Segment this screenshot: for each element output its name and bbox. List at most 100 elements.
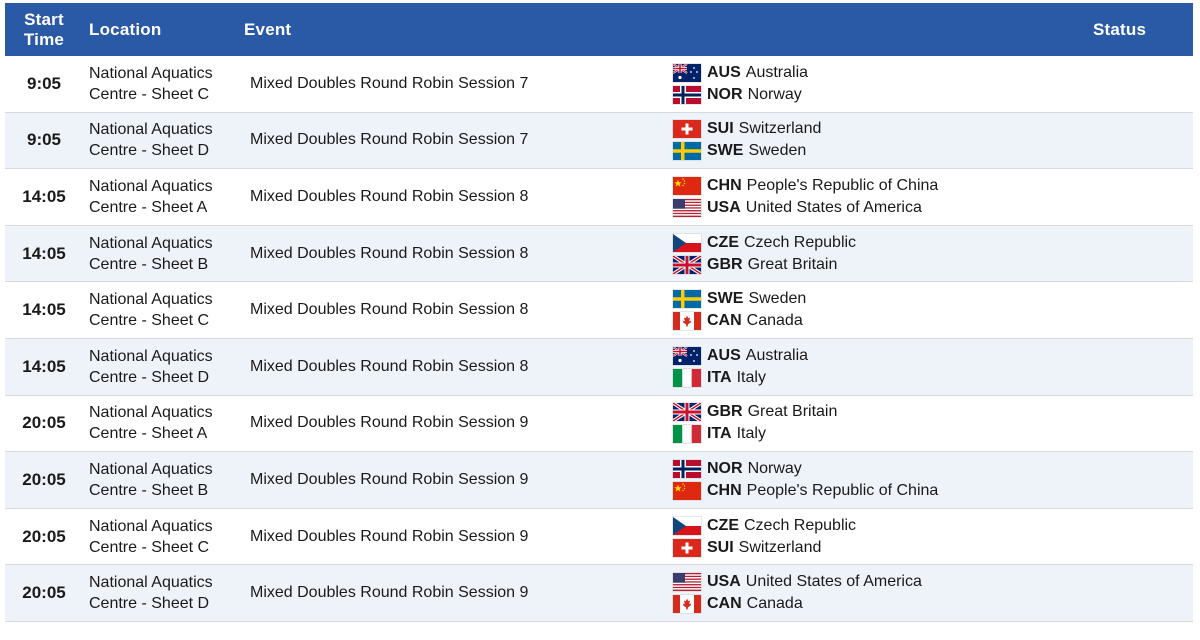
location-line-1: National Aquatics (89, 234, 213, 252)
table-row[interactable]: 14:05 National Aquatics Centre - Sheet B Mi… (5, 225, 1193, 283)
location-cell: National Aquatics Centre - Sheet A (83, 176, 239, 218)
location-cell: National Aquatics Centre - Sheet C (83, 289, 239, 331)
ita-flag-icon (673, 425, 701, 444)
team-code: ITA (707, 425, 732, 443)
teams-cell: NOR Norway CHN People's Republic of China (659, 458, 1093, 502)
sui-flag-icon (673, 120, 701, 139)
team-entry[interactable]: GBR Great Britain (673, 401, 1093, 423)
gbr-flag-icon (673, 255, 701, 274)
event-name[interactable]: Mixed Doubles Round Robin Session 8 (250, 244, 529, 262)
table-row[interactable]: 9:05 National Aquatics Centre - Sheet D Mix… (5, 112, 1193, 170)
can-flag-icon (673, 595, 701, 614)
teams-cell: CHN People's Republic of China USA United S… (659, 175, 1093, 219)
start-time: 14:05 (22, 356, 66, 376)
team-entry[interactable]: SWE Sweden (673, 140, 1093, 162)
team-entry[interactable]: NOR Norway (673, 84, 1093, 106)
swe-flag-icon (673, 142, 701, 161)
swe-flag-icon (673, 290, 701, 309)
location-line-1: National Aquatics (89, 460, 213, 478)
team-entry[interactable]: USA United States of America (673, 571, 1093, 593)
location-cell: National Aquatics Centre - Sheet D (83, 119, 239, 161)
team-name: Sweden (748, 142, 807, 160)
start-time: 14:05 (22, 243, 66, 263)
table-header: Start Time Location Event Status (5, 3, 1193, 56)
team-name: People's Republic of China (746, 481, 939, 499)
team-entry[interactable]: AUS Australia (673, 62, 1093, 84)
location-line-2: Centre - Sheet B (89, 481, 209, 499)
team-code: USA (707, 198, 741, 216)
ita-flag-icon (673, 368, 701, 387)
team-entry[interactable]: AUS Australia (673, 345, 1093, 367)
team-code: SWE (707, 290, 744, 308)
team-code: CAN (707, 595, 742, 613)
location-cell: National Aquatics Centre - Sheet B (83, 459, 239, 501)
team-entry[interactable]: CHN People's Republic of China (673, 175, 1093, 197)
chn-flag-icon (673, 481, 701, 500)
team-entry[interactable]: USA United States of America (673, 197, 1093, 219)
team-code: NOR (707, 85, 743, 103)
team-entry[interactable]: ITA Italy (673, 423, 1093, 445)
team-code: GBR (707, 255, 743, 273)
header-location[interactable]: Location (89, 19, 162, 39)
teams-cell: AUS Australia NOR Norway (659, 62, 1093, 106)
team-code: USA (707, 573, 741, 591)
location-cell: National Aquatics Centre - Sheet B (83, 233, 239, 275)
location-line-1: National Aquatics (89, 177, 213, 195)
table-row[interactable]: 20:05 National Aquatics Centre - Sheet B Mi… (5, 452, 1193, 509)
location-line-1: National Aquatics (89, 291, 213, 309)
team-entry[interactable]: CAN Canada (673, 310, 1093, 332)
location-line-2: Centre - Sheet B (89, 255, 209, 273)
table-row[interactable]: 14:05 National Aquatics Centre - Sheet D Mi… (5, 338, 1193, 396)
event-name[interactable]: Mixed Doubles Round Robin Session 9 (250, 470, 529, 488)
team-name: United States of America (745, 198, 922, 216)
team-entry[interactable]: GBR Great Britain (673, 254, 1093, 276)
header-event[interactable]: Event (244, 19, 292, 39)
location-cell: National Aquatics Centre - Sheet A (83, 402, 239, 444)
location-cell: National Aquatics Centre - Sheet D (83, 346, 239, 388)
event-name[interactable]: Mixed Doubles Round Robin Session 7 (250, 131, 529, 149)
event-name[interactable]: Mixed Doubles Round Robin Session 8 (250, 187, 529, 205)
event-name[interactable]: Mixed Doubles Round Robin Session 7 (250, 74, 529, 92)
event-name[interactable]: Mixed Doubles Round Robin Session 9 (250, 414, 529, 432)
event-name[interactable]: Mixed Doubles Round Robin Session 8 (250, 357, 529, 375)
team-name: Australia (745, 346, 809, 364)
location-line-2: Centre - Sheet C (89, 538, 210, 556)
team-entry[interactable]: CHN People's Republic of China (673, 480, 1093, 502)
team-entry[interactable]: CZE Czech Republic (673, 232, 1093, 254)
nor-flag-icon (673, 459, 701, 478)
team-name: Czech Republic (744, 233, 857, 251)
location-cell: National Aquatics Centre - Sheet C (83, 63, 239, 105)
table-row[interactable]: 20:05 National Aquatics Centre - Sheet C Mi… (5, 509, 1193, 566)
table-row[interactable]: 9:05 National Aquatics Centre - Sheet C Mix… (5, 56, 1193, 113)
team-entry[interactable]: NOR Norway (673, 458, 1093, 480)
table-row[interactable]: 20:05 National Aquatics Centre - Sheet A Mi… (5, 396, 1193, 453)
team-entry[interactable]: CZE Czech Republic (673, 515, 1093, 537)
team-entry[interactable]: SUI Switzerland (673, 537, 1093, 559)
header-status[interactable]: Status (1093, 19, 1147, 39)
team-name: Great Britain (747, 255, 838, 273)
team-entry[interactable]: SUI Switzerland (673, 118, 1093, 140)
event-name[interactable]: Mixed Doubles Round Robin Session 9 (250, 527, 529, 545)
start-time: 9:05 (26, 73, 62, 93)
location-line-2: Centre - Sheet D (89, 595, 210, 613)
team-entry[interactable]: SWE Sweden (673, 288, 1093, 310)
start-time: 20:05 (22, 583, 66, 603)
table-row[interactable]: 20:05 National Aquatics Centre - Sheet D Mi… (5, 565, 1193, 622)
table-row[interactable]: 14:05 National Aquatics Centre - Sheet A Mi… (5, 169, 1193, 226)
table-row[interactable]: 14:05 National Aquatics Centre - Sheet C Mi… (5, 282, 1193, 339)
location-cell: National Aquatics Centre - Sheet D (83, 572, 239, 614)
team-code: CZE (707, 516, 739, 534)
team-entry[interactable]: ITA Italy (673, 367, 1093, 389)
team-code: SUI (707, 538, 734, 556)
team-code: CAN (707, 312, 742, 330)
team-name: Norway (747, 85, 802, 103)
team-entry[interactable]: CAN Canada (673, 593, 1093, 615)
event-name[interactable]: Mixed Doubles Round Robin Session 9 (250, 584, 529, 602)
usa-flag-icon (673, 573, 701, 592)
header-start-time[interactable]: Start Time (23, 9, 65, 49)
team-code: AUS (707, 63, 741, 81)
event-name[interactable]: Mixed Doubles Round Robin Session 8 (250, 301, 529, 319)
team-name: Switzerland (738, 538, 822, 556)
location-line-2: Centre - Sheet A (89, 198, 208, 216)
chn-flag-icon (673, 176, 701, 195)
